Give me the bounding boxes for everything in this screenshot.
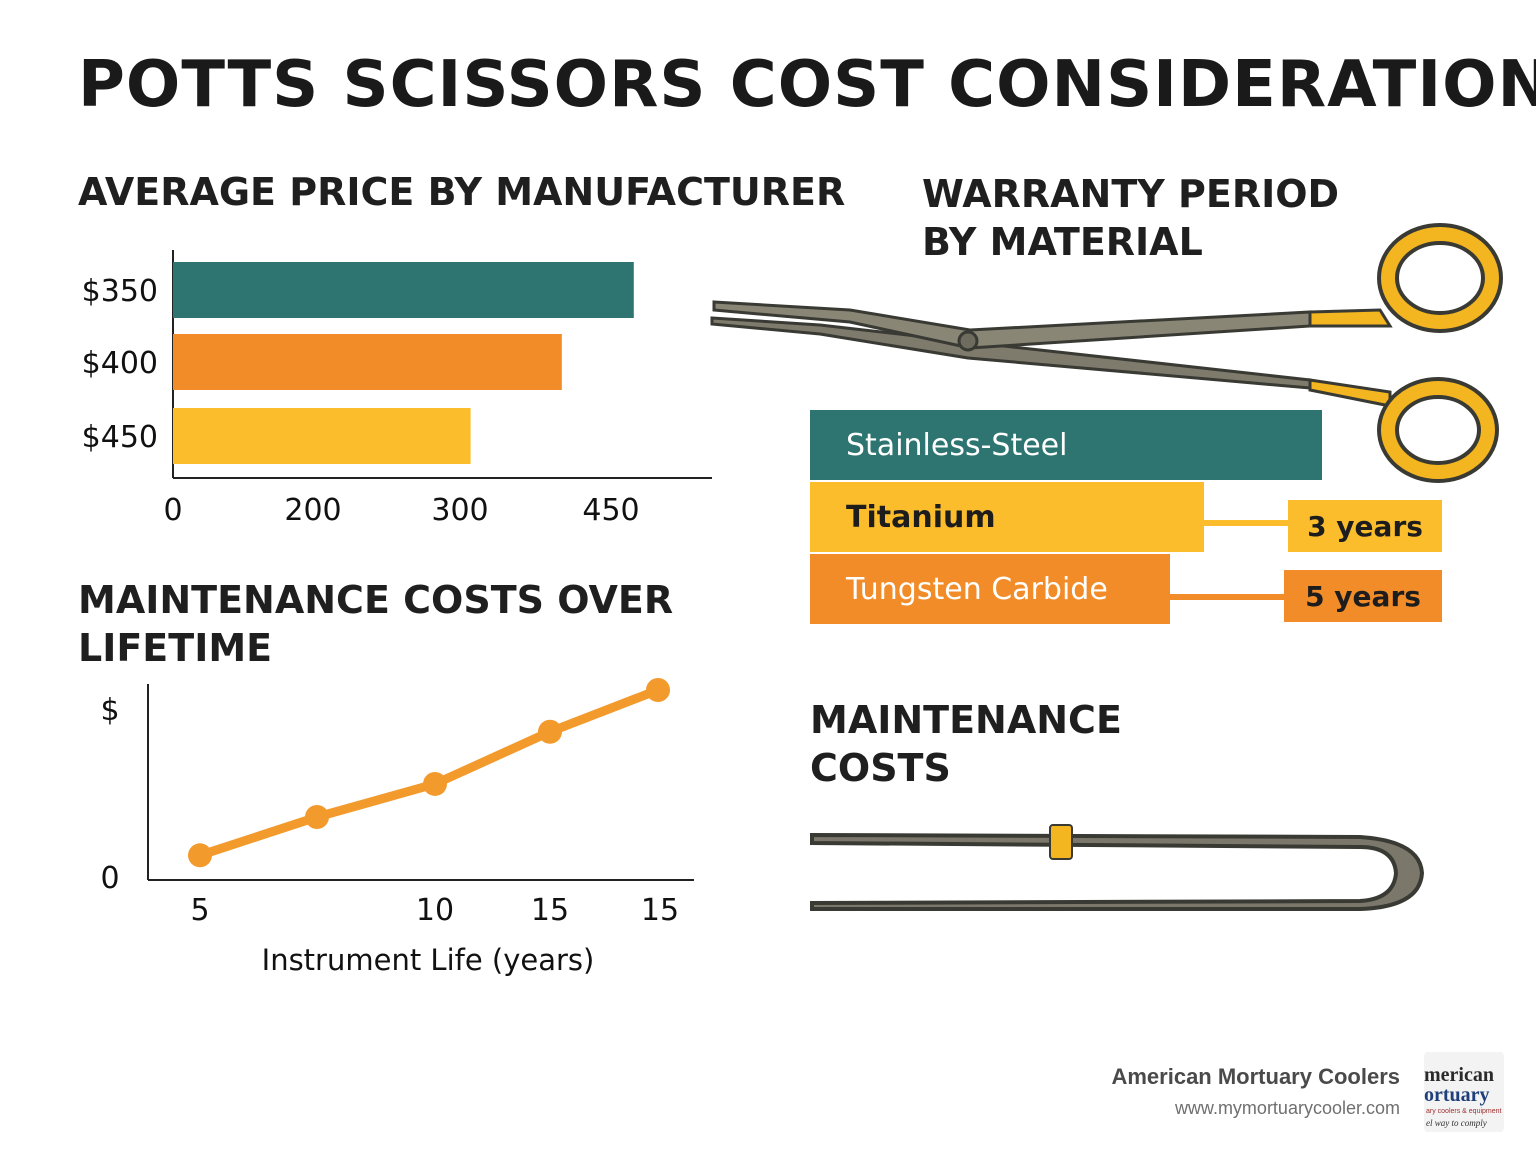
tungsten-years-tag: 5 years [1284,570,1442,622]
warranty-chart-title: WARRANTY PERIOD BY MATERIAL [922,172,1340,264]
maintenance-series-line [195,685,663,860]
tungsten-connector-line [1170,594,1284,600]
line-y-tick-label: $ [100,693,119,728]
warranty-label-stainless-steel: Stainless-Steel [846,427,1068,463]
price-category-label: $350 [82,274,158,309]
footer-url[interactable]: www.mymortuarycooler.com [1174,1098,1400,1118]
line-x-axis-label: Instrument Life (years) [262,943,595,977]
footer-brand-name: American Mortuary Coolers [1111,1064,1400,1089]
warranty-bar-titanium: Titanium [810,482,1204,552]
maintenance-point [423,771,447,796]
maintenance-line-chart: $0 5 10 15 15 Instrument Life (years) [100,678,694,977]
line-x-tick-label: 5 [190,893,209,928]
price-bar [173,408,471,464]
line-x-tick-label: 15 [531,893,569,928]
line-y-tick-label: 0 [100,861,119,896]
price-bar [173,334,562,390]
line-x-tick-label: 15 [641,893,679,928]
price-x-tick-label: 450 [582,493,639,528]
logo-line-1: merican [1424,1064,1494,1086]
price-bar-chart: $350 $400 $450 0 200 300 450 [82,250,712,528]
price-category-label: $450 [82,420,158,455]
titanium-years-tag: 3 years [1288,500,1442,552]
maintenance-point [538,719,562,744]
maintenance-point [188,843,212,868]
price-chart-title: AVERAGE PRICE BY MANUFACTURER [78,170,846,214]
warranty-bar-stainless-steel: Stainless-Steel [810,410,1322,480]
price-x-tick-label: 0 [163,493,182,528]
maintenance-chart-title: MAINTENANCE COSTS OVER LIFETIME [78,578,674,670]
warranty-bar-tungsten-carbide: Tungsten Carbide [810,554,1170,624]
price-x-tick-label: 200 [284,493,341,528]
line-x-tick-label: 10 [416,893,454,928]
logo-line-2: ortuary [1424,1084,1490,1106]
brand-logo: merican ortuary ary coolers & equipment … [1424,1052,1504,1132]
warranty-label-tungsten-carbide: Tungsten Carbide [846,571,1108,607]
logo-line-3: ary coolers & equipment [1426,1108,1502,1115]
titanium-connector-line [1204,520,1288,526]
maintenance-point [646,678,670,702]
scissors-illustration [710,223,1503,483]
maintenance-point [305,805,329,830]
price-bar [173,262,634,318]
page-title: POTTS SCISSORS COST CONSIDERATIONS [78,48,1536,122]
price-category-label: $400 [82,346,158,381]
tweezers-illustration [810,824,1425,911]
logo-line-4: el way to comply [1426,1118,1487,1128]
price-x-tick-label: 300 [431,493,488,528]
maintenance-costs-title: MAINTENANCE COSTS [810,698,1122,790]
warranty-label-titanium: Titanium [846,499,996,535]
